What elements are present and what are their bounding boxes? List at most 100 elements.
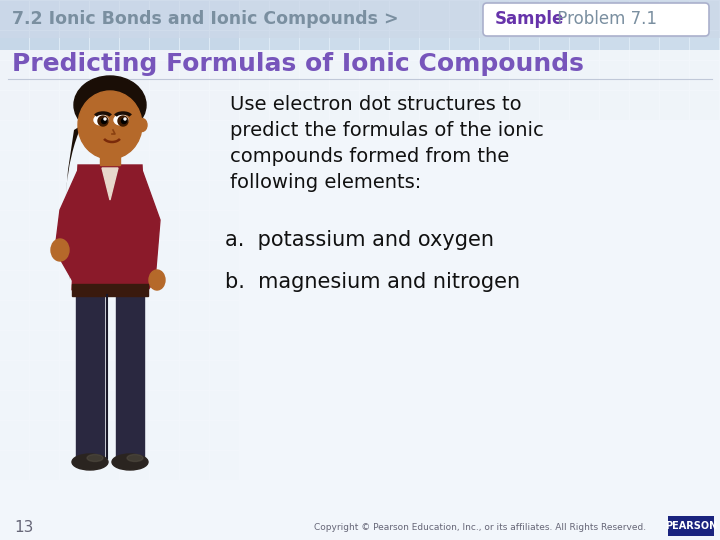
Bar [450,1,479,30]
Bar [240,31,269,60]
Bar [30,61,59,90]
Bar [60,181,89,210]
Ellipse shape [72,454,108,470]
Circle shape [102,118,107,124]
Bar [30,1,59,30]
Polygon shape [55,170,78,290]
Bar [420,91,449,120]
Bar [690,1,719,30]
Bar [180,361,209,390]
Polygon shape [72,165,148,290]
Bar [0,451,29,480]
Bar [90,301,119,330]
Bar [120,301,149,330]
Bar [60,391,89,420]
Text: Predicting Formulas of Ionic Compounds: Predicting Formulas of Ionic Compounds [12,52,584,76]
Bar [120,211,149,240]
Text: b.  magnesium and nitrogen: b. magnesium and nitrogen [225,272,520,292]
Bar [30,211,59,240]
Bar [60,1,89,30]
Bar [120,61,149,90]
Bar [90,391,119,420]
Ellipse shape [149,270,165,290]
Bar [150,301,179,330]
Bar [0,271,29,300]
Bar [300,91,329,120]
Bar [150,1,179,30]
Bar [210,1,239,30]
Bar [630,91,659,120]
Bar [180,271,209,300]
Bar [180,211,209,240]
Bar [210,241,239,270]
Bar [570,31,599,60]
Ellipse shape [114,115,128,125]
Bar [120,331,149,360]
Bar [60,301,89,330]
Bar [90,31,119,60]
Bar [150,61,179,90]
Bar [90,1,119,30]
Bar [210,121,239,150]
Bar [210,331,239,360]
Bar [60,241,89,270]
Bar [30,121,59,150]
Bar [60,361,89,390]
Bar [150,271,179,300]
Bar [390,61,419,90]
Bar [180,151,209,180]
Bar [90,151,119,180]
Bar [90,121,119,150]
Bar [150,151,179,180]
Bar [690,61,719,90]
Bar [300,1,329,30]
Bar [0,391,29,420]
Bar [210,271,239,300]
Bar [150,241,179,270]
Bar [210,31,239,60]
Bar [180,241,209,270]
Bar [150,361,179,390]
Bar [240,1,269,30]
Bar [330,91,359,120]
Bar [0,181,29,210]
Bar [510,91,539,120]
Ellipse shape [78,91,142,159]
Bar [90,361,119,390]
Text: 7.2 Ionic Bonds and Ionic Compounds >: 7.2 Ionic Bonds and Ionic Compounds > [12,10,399,28]
Bar [570,1,599,30]
Bar [450,91,479,120]
Bar [90,61,119,90]
Bar [668,516,714,536]
Bar [120,91,149,120]
Bar [480,61,509,90]
Bar [30,1,59,30]
Text: predict the formulas of the ionic: predict the formulas of the ionic [230,122,544,140]
Bar [330,61,359,90]
Bar [210,1,239,30]
Bar [660,91,689,120]
Bar [390,91,419,120]
Bar [90,181,119,210]
Ellipse shape [51,239,69,261]
Bar [150,91,179,120]
Bar [480,1,509,30]
Bar [150,91,179,120]
Bar [180,91,209,120]
Bar [0,211,29,240]
Bar [510,1,539,30]
Bar [60,31,89,60]
Bar [270,61,299,90]
Text: compounds formed from the: compounds formed from the [230,147,509,166]
Bar [120,1,149,30]
Bar [0,151,29,180]
Bar [120,121,149,150]
Polygon shape [102,168,118,200]
Bar [300,61,329,90]
Circle shape [98,116,108,126]
Bar [90,1,119,30]
Bar [120,451,149,480]
Bar [270,91,299,120]
Bar [150,331,179,360]
Bar [120,31,149,60]
